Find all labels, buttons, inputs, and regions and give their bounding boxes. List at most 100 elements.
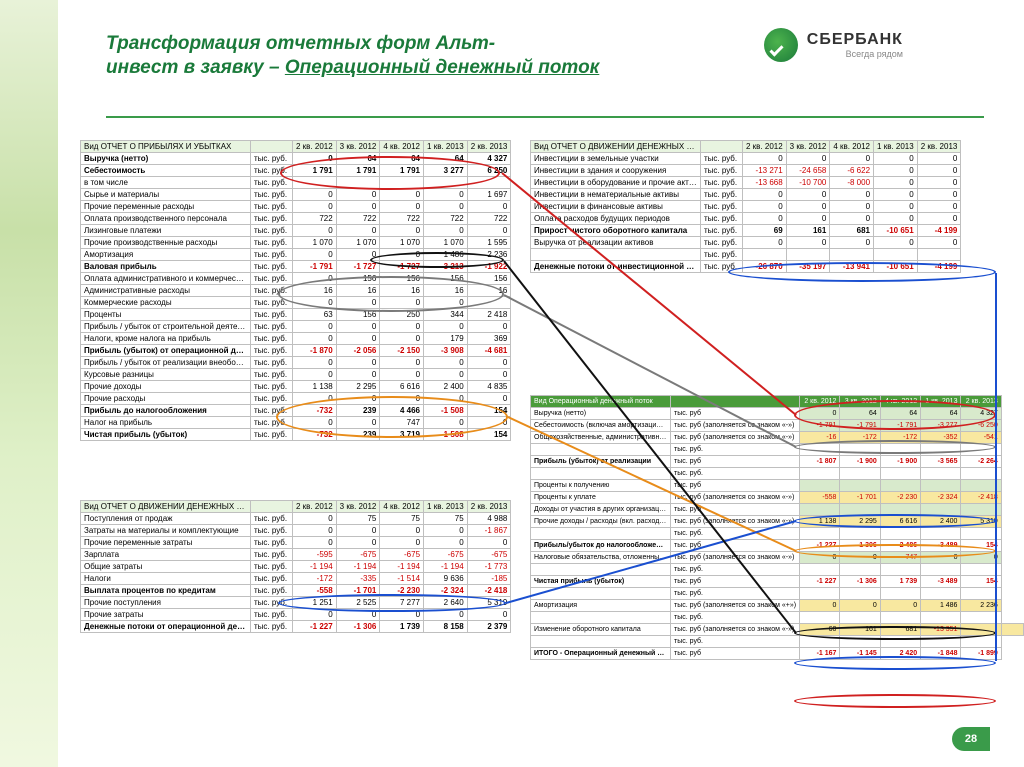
table-row: тыс. руб. (531, 528, 1024, 540)
cell-value: 0 (380, 201, 424, 213)
cell-value: -4 199 (917, 261, 961, 273)
cell-value: -6 622 (830, 165, 874, 177)
cell-value: 0 (830, 189, 874, 201)
cell-value: 0 (917, 165, 961, 177)
cell-value: 239 (336, 405, 380, 417)
cell-value: 2 295 (840, 516, 880, 528)
table-row: Валовая прибыльтыс. руб.-1 791-1 727-1 7… (81, 261, 511, 273)
table-row: Себестоимостьтыс. руб.1 7911 7911 7913 2… (81, 165, 511, 177)
row-label (531, 564, 671, 576)
cell-value: 161 (840, 624, 880, 636)
table-row: Себестоимость (включая амортизацию, пост… (531, 420, 1024, 432)
cell-value: 0 (467, 201, 511, 213)
row-label: Прибыль до налогообложения (81, 405, 251, 417)
cell-value: -1 900 (840, 456, 880, 468)
cell-value: 6 616 (380, 381, 424, 393)
cell-value: -4 681 (467, 345, 511, 357)
row-unit: тыс. руб. (251, 621, 293, 633)
cell-value (840, 504, 880, 516)
row-unit: тыс. руб. (701, 225, 743, 237)
row-label: Налоговые обязательства, отложенные нало… (531, 552, 671, 564)
cell-value: 0 (380, 321, 424, 333)
row-unit: тыс. руб (заполняется со знаком «+») (671, 600, 800, 612)
cell-value: 681 (880, 624, 920, 636)
row-unit: тыс. руб. (251, 609, 293, 621)
period-header: 1 кв. 2013 (424, 501, 468, 513)
row-label (531, 636, 671, 648)
row-label: Прочие доходы / расходы (вкл. расходы / … (531, 516, 671, 528)
cell-value: 0 (800, 552, 840, 564)
table-row: Зарплататыс. руб.-595-675-675-675-675 (81, 549, 511, 561)
cashflow-invest-table: Вид ОТЧЕТ О ДВИЖЕНИИ ДЕНЕЖНЫХ СРЕДСТВ2 к… (530, 140, 961, 273)
cell-value: 3 719 (380, 429, 424, 441)
cell-value: -10 651 (874, 225, 918, 237)
table-row: Лизинговые платежитыс. руб.00000 (81, 225, 511, 237)
cell-value: -1 791 (880, 420, 920, 432)
cell-value: 0 (293, 321, 337, 333)
cell-value (961, 444, 1001, 456)
cell-value: 0 (467, 609, 511, 621)
table-row: тыс. руб. (531, 564, 1024, 576)
table-header-row: Вид ОТЧЕТ О ДВИЖЕНИИ ДЕНЕЖНЫХ СРЕДСТВ2 к… (531, 141, 961, 153)
row-unit: тыс. руб (671, 576, 800, 588)
cell-value (293, 177, 337, 189)
table-row: Прибыль/убыток до налогообложениятыс. ру… (531, 540, 1024, 552)
cell-value (786, 249, 830, 261)
table-header-row: Вид ОТЧЕТ О ДВИЖЕНИИ ДЕНЕЖНЫХ СРЕДСТВ2 к… (81, 501, 511, 513)
row-label: Поступления от продаж (81, 513, 251, 525)
table-row: Налог на прибыльтыс. руб.0074700 (81, 417, 511, 429)
table-row: Выручка от реализации активовтыс. руб.00… (531, 237, 961, 249)
cell-value: 0 (336, 201, 380, 213)
row-unit: тыс. руб. (251, 369, 293, 381)
cell-value: 722 (336, 213, 380, 225)
cell-value: -35 197 (786, 261, 830, 273)
table-row: Прибыль / убыток от реализации внеоборот… (81, 357, 511, 369)
cell-value: 0 (293, 189, 337, 201)
row-label: Выручка (нетто) (81, 153, 251, 165)
cell-value: 722 (467, 213, 511, 225)
row-unit: тыс. руб. (671, 636, 800, 648)
cell-value: -24 658 (786, 165, 830, 177)
row-unit: тыс. руб. (251, 345, 293, 357)
cell-value: 0 (917, 237, 961, 249)
cell-value (800, 588, 840, 600)
cell-value: 0 (424, 537, 468, 549)
row-label: Прибыль / убыток от строительной деятель… (81, 321, 251, 333)
cell-value: 2 400 (424, 381, 468, 393)
cell-value (800, 636, 840, 648)
cell-value: -675 (424, 549, 468, 561)
table-row: Прочие доходытыс. руб.1 1382 2956 6162 4… (81, 381, 511, 393)
row-label: Доходы от участия в других организациях (531, 504, 671, 516)
table-row: Прибыль (убыток) от операционной деятель… (81, 345, 511, 357)
cell-value: -13 271 (743, 165, 787, 177)
cashflow-ops-table: Вид ОТЧЕТ О ДВИЖЕНИИ ДЕНЕЖНЫХ СРЕДСТВ2 к… (80, 500, 511, 633)
cell-value: -2 324 (424, 585, 468, 597)
period-header: 3 кв. 2012 (786, 141, 830, 153)
cell-value: 0 (380, 393, 424, 405)
cell-value: 0 (743, 237, 787, 249)
row-label: Прибыль / убыток от реализации внеоборот… (81, 357, 251, 369)
cell-value (1001, 624, 1023, 636)
cell-value: -2 418 (467, 585, 511, 597)
cell-value: 1 739 (380, 621, 424, 633)
cell-value: -1 848 (921, 648, 961, 660)
cell-value: -1 807 (800, 456, 840, 468)
cell-value: 161 (786, 225, 830, 237)
cell-value: -185 (467, 573, 511, 585)
cell-value: 250 (380, 309, 424, 321)
cell-value (840, 468, 880, 480)
cell-value: -1 227 (800, 540, 840, 552)
cell-value: 64 (840, 408, 880, 420)
row-unit: тыс. руб. (701, 249, 743, 261)
cell-value: 0 (786, 201, 830, 213)
row-label: Общие затраты (81, 561, 251, 573)
row-unit: тыс. руб. (671, 564, 800, 576)
cell-value (840, 444, 880, 456)
cell-value: 0 (380, 357, 424, 369)
cell-value: 369 (467, 333, 511, 345)
cell-value (840, 612, 880, 624)
table-row: Выплата процентов по кредитамтыс. руб.-5… (81, 585, 511, 597)
table-row: Оплата расходов будущих периодовтыс. руб… (531, 213, 961, 225)
cell-value: 0 (380, 189, 424, 201)
row-unit: тыс. руб. (251, 273, 293, 285)
